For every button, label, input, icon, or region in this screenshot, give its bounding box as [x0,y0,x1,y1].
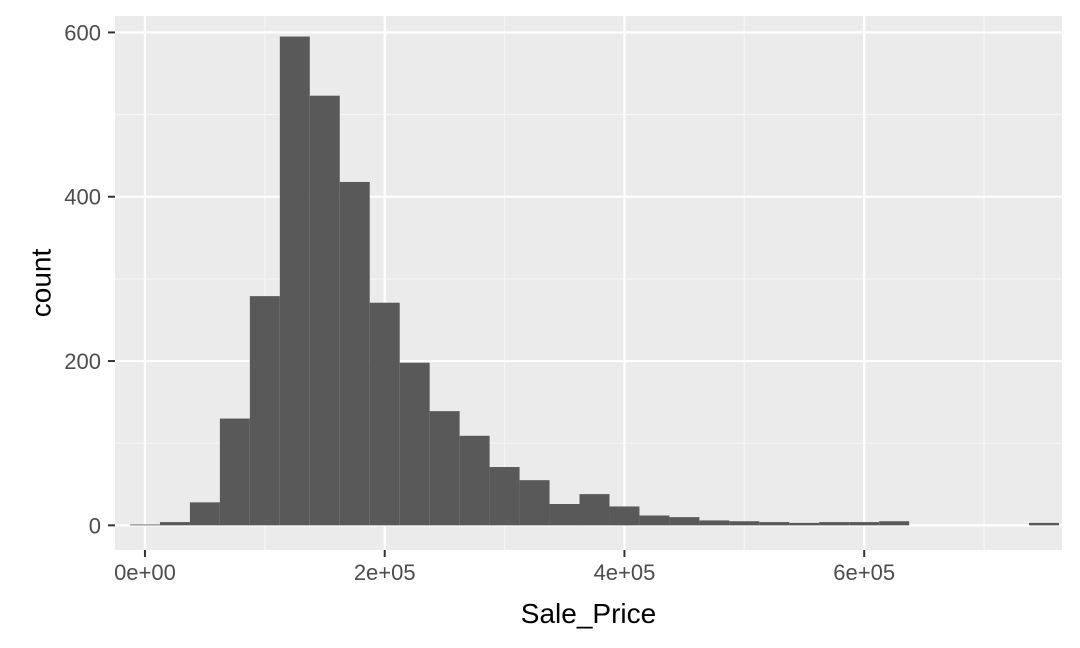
histogram-bar [1029,522,1060,526]
minor-gridlines [115,16,1062,550]
axis-tick-marks [108,31,866,557]
histogram-bar [189,502,220,526]
histogram-bar [519,480,550,526]
y-tick-label: 200 [64,349,101,374]
histogram-bars [129,36,1060,526]
x-tick-label: 4e+05 [594,560,656,585]
histogram-bar [639,515,670,526]
x-tick-label: 6e+05 [833,560,895,585]
y-axis-tick-labels: 0 200 400 600 [64,20,101,538]
histogram-bar [399,362,430,526]
histogram-bar [879,521,910,526]
histogram-bar [369,302,400,526]
histogram-bar [669,517,700,526]
histogram-bar [429,411,460,526]
histogram-bar [549,503,580,526]
histogram-bar [309,95,340,526]
histogram-bar [219,418,250,526]
histogram-bar [339,181,370,526]
histogram-bar [789,522,820,526]
histogram-bar [609,506,640,526]
histogram-bar [819,522,850,526]
y-tick-label: 400 [64,185,101,210]
y-axis-title: count [25,249,56,318]
x-tick-label: 0e+00 [114,560,176,585]
histogram-bar [759,522,790,526]
x-tick-label: 2e+05 [354,560,416,585]
y-tick-label: 600 [64,20,101,45]
x-axis-tick-labels: 0e+00 2e+05 4e+05 6e+05 [114,560,895,585]
histogram-bar [159,522,190,526]
y-tick-label: 0 [89,513,101,538]
histogram-bar [849,522,880,526]
x-axis-title: Sale_Price [521,598,656,629]
histogram-bar [279,36,310,526]
histogram-bar [129,524,160,526]
histogram-bar [579,494,610,526]
histogram-bar [249,296,280,526]
histogram-bar [699,520,730,526]
histogram-bar [729,521,760,526]
histogram-bar [459,435,490,526]
histogram-bar [489,467,520,526]
